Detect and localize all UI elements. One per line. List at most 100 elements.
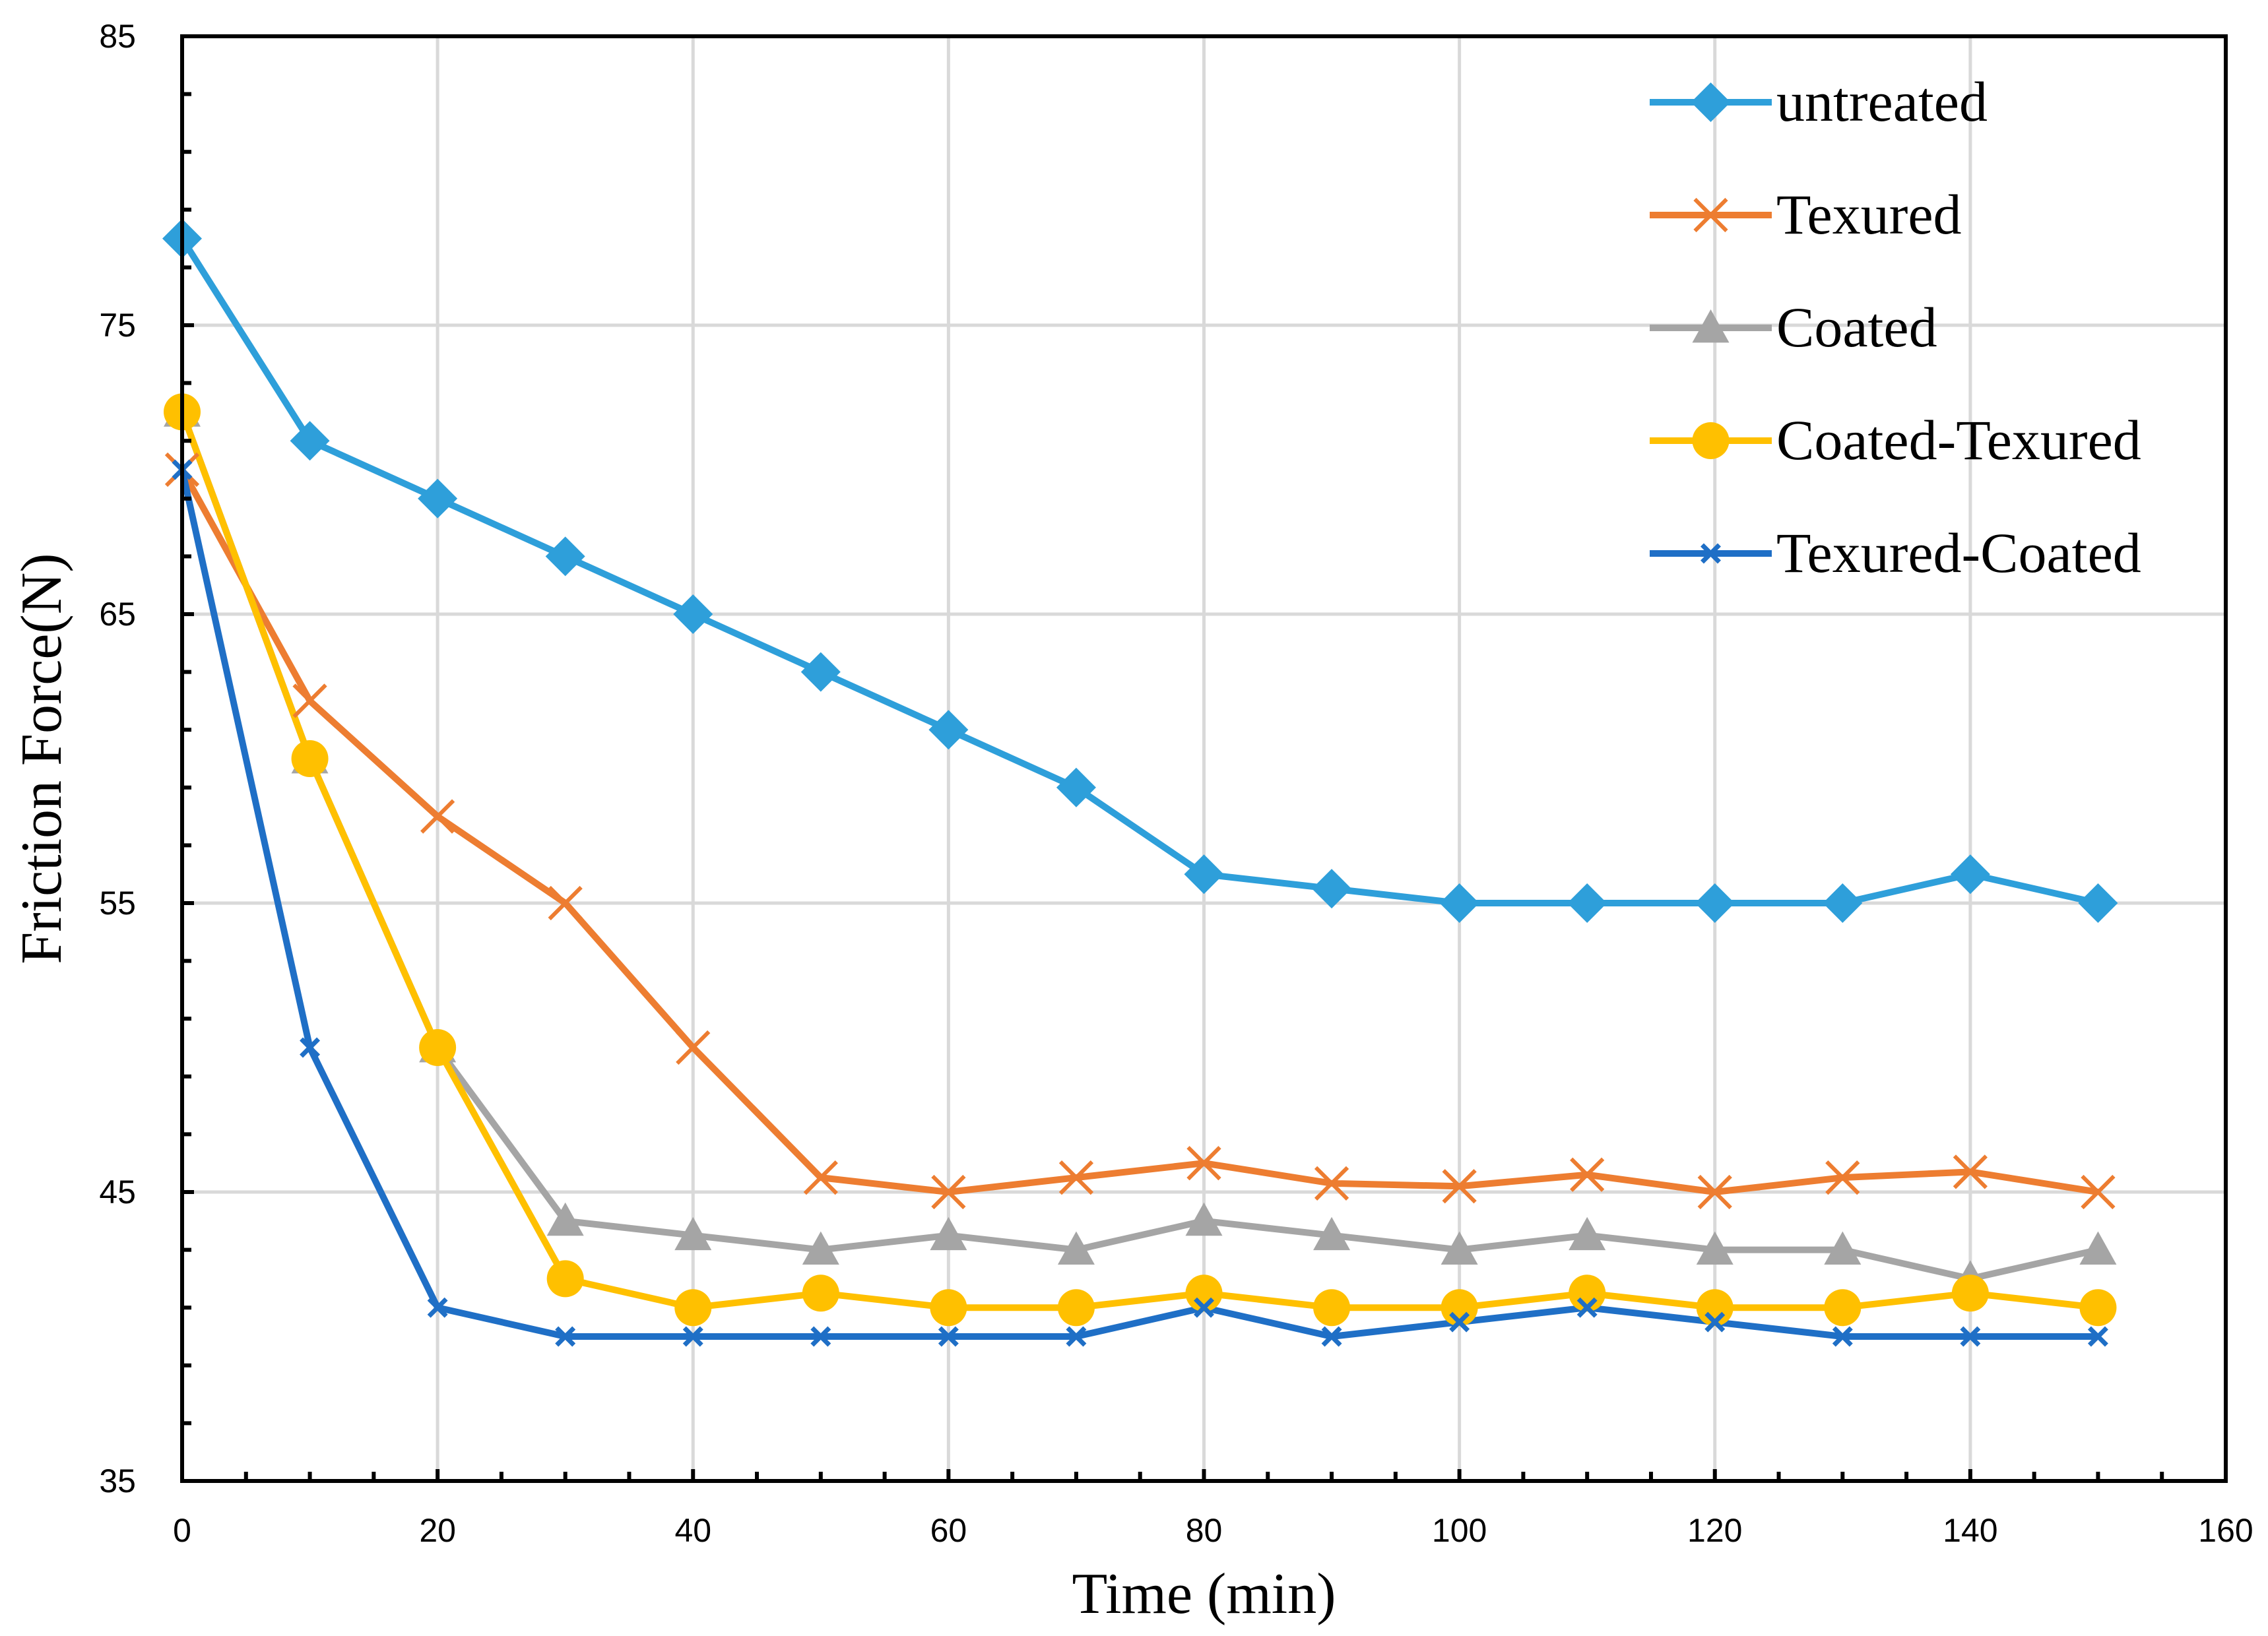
data-point-coated xyxy=(802,1231,839,1265)
axis-ticks xyxy=(180,34,2228,1483)
y-tick-label: 55 xyxy=(99,885,136,922)
x-tick-label: 80 xyxy=(1186,1512,1223,1549)
data-point-untreated xyxy=(1695,883,1735,923)
data-point-texured xyxy=(2081,1174,2116,1210)
data-point-untreated xyxy=(1823,883,1863,923)
data-point-coated-texured xyxy=(1057,1289,1095,1327)
series-lines xyxy=(179,236,2099,1340)
series-line-texured xyxy=(179,468,2099,1195)
data-point-untreated xyxy=(1312,869,1352,909)
data-point-texured xyxy=(1314,1166,1349,1201)
y-tick-label: 75 xyxy=(99,307,136,344)
y-axis-title: Friction Force(N) xyxy=(10,553,74,964)
legend-marker-untreated xyxy=(1691,82,1731,122)
legend-label-texured-coated: Texured-Coated xyxy=(1776,521,2141,584)
data-point-texured-coated xyxy=(300,1037,321,1058)
data-point-coated xyxy=(1824,1231,1862,1265)
data-point-texured-coated xyxy=(1321,1326,1342,1347)
data-point-texured-coated xyxy=(810,1326,831,1347)
data-point-texured-coated xyxy=(427,1297,448,1318)
data-point-coated xyxy=(930,1216,967,1251)
data-point-texured-coated xyxy=(1832,1326,1853,1347)
legend-entry-texured: Texured xyxy=(1650,183,1962,246)
data-point-texured xyxy=(931,1174,966,1210)
legend: untreated Texured Coated Coated-Texured Texu… xyxy=(1650,70,2141,584)
legend-entry-texured-coated: Texured-Coated xyxy=(1650,521,2141,584)
data-point-untreated xyxy=(290,421,330,461)
data-point-coated-texured xyxy=(291,740,329,777)
data-point-texured xyxy=(548,885,583,921)
data-point-coated-texured xyxy=(674,1289,712,1327)
data-point-untreated xyxy=(418,478,458,519)
legend-label-texured: Texured xyxy=(1776,183,1962,246)
data-point-texured-coated xyxy=(1576,1297,1598,1318)
x-tick-label: 120 xyxy=(1687,1512,1742,1549)
x-axis-title: Time (min) xyxy=(1072,1562,1336,1626)
series-line-texured-coated xyxy=(179,468,2098,1340)
data-point-untreated xyxy=(928,710,969,750)
series-markers xyxy=(162,218,2118,1347)
data-point-coated xyxy=(1696,1231,1733,1265)
data-point-coated-texured xyxy=(1441,1289,1478,1327)
y-tick-label: 35 xyxy=(99,1463,136,1499)
data-point-texured-coated xyxy=(1066,1326,1087,1347)
data-point-untreated xyxy=(1950,854,1990,895)
data-point-coated-texured xyxy=(546,1260,584,1298)
data-point-untreated xyxy=(545,536,585,577)
y-tick-label: 85 xyxy=(99,18,136,55)
legend-entry-untreated: untreated xyxy=(1650,70,1988,133)
series-line-coated-texured xyxy=(179,410,2098,1311)
x-tick-label: 140 xyxy=(1943,1512,1997,1549)
legend-entry-coated: Coated xyxy=(1650,296,1937,359)
legend-label-untreated: untreated xyxy=(1776,70,1988,133)
data-point-coated xyxy=(546,1202,584,1236)
grid-lines xyxy=(182,36,2226,1481)
data-point-texured xyxy=(292,683,327,718)
data-point-coated xyxy=(1313,1216,1351,1251)
data-point-coated-texured xyxy=(1696,1289,1733,1327)
x-tick-label: 40 xyxy=(674,1512,711,1549)
data-point-coated-texured xyxy=(1569,1274,1606,1312)
data-point-texured xyxy=(803,1160,838,1195)
data-point-coated-texured xyxy=(930,1289,967,1327)
legend-marker-texured-coated xyxy=(1701,543,1721,564)
y-tick-label: 65 xyxy=(99,596,136,633)
data-point-texured-coated xyxy=(555,1326,576,1347)
data-point-texured xyxy=(1186,1146,1221,1181)
legend-entry-coated-texured: Coated-Texured xyxy=(1650,408,2141,472)
data-point-untreated xyxy=(1567,883,1607,923)
legend-marker-texured xyxy=(1693,197,1728,233)
data-point-untreated xyxy=(1056,767,1096,807)
data-point-coated-texured xyxy=(1951,1274,1989,1312)
data-point-coated-texured xyxy=(2079,1289,2117,1327)
data-point-untreated xyxy=(2078,883,2118,923)
data-point-texured-coated xyxy=(682,1326,703,1347)
data-point-untreated xyxy=(1184,854,1224,895)
data-point-coated-texured xyxy=(1824,1289,1862,1327)
x-tick-label: 100 xyxy=(1432,1512,1487,1549)
data-point-coated xyxy=(1569,1216,1606,1251)
data-point-coated xyxy=(674,1216,712,1251)
axis-tick-labels: 0 20 40 60 80 100 120 140 160 35 45 55 65 75 85 xyxy=(99,18,2253,1549)
series-line-coated xyxy=(179,410,2099,1282)
data-point-texured xyxy=(420,799,455,834)
data-point-untreated xyxy=(673,594,713,634)
data-point-coated-texured xyxy=(419,1029,457,1066)
data-point-texured xyxy=(1442,1169,1477,1204)
data-point-texured xyxy=(1825,1160,1860,1195)
data-point-untreated xyxy=(800,652,841,692)
legend-marker-coated xyxy=(1692,309,1730,343)
x-tick-label: 20 xyxy=(419,1512,456,1549)
legend-marker-coated-texured xyxy=(1692,422,1730,459)
data-point-coated xyxy=(2079,1231,2117,1265)
data-point-coated xyxy=(1185,1202,1223,1236)
data-point-texured xyxy=(1570,1157,1605,1192)
data-point-texured-coated xyxy=(2087,1326,2108,1347)
data-point-texured-coated xyxy=(1194,1297,1214,1318)
data-point-texured-coated xyxy=(1704,1311,1726,1333)
series-line-untreated xyxy=(179,236,2099,906)
data-point-texured xyxy=(1953,1154,1988,1189)
data-point-texured-coated xyxy=(1449,1311,1470,1333)
